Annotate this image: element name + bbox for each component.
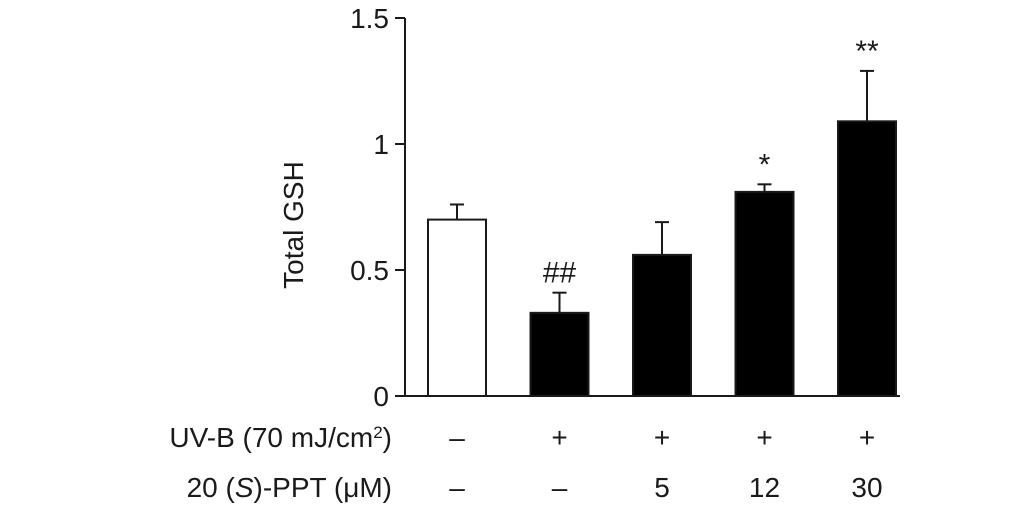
- condition-cell: +: [551, 422, 567, 453]
- label-part: S: [235, 472, 254, 503]
- condition-cell: 30: [851, 472, 882, 503]
- significance-marks: ##***: [543, 35, 879, 290]
- label-part: UV-B (70 mJ/cm: [169, 422, 373, 453]
- bar: [427, 218, 487, 397]
- bars: [427, 120, 897, 397]
- condition-cell: –: [449, 472, 465, 503]
- bar: [734, 190, 795, 397]
- bar: [837, 120, 897, 397]
- label-part: 20 (: [187, 472, 236, 503]
- significance-mark: **: [855, 35, 879, 68]
- y-tick-label: 0.5: [350, 255, 389, 286]
- condition-row-label: 20 (S)-PPT (μM): [187, 472, 392, 503]
- condition-cell: –: [552, 472, 568, 503]
- condition-cell: –: [449, 422, 465, 453]
- condition-table: UV-B (70 mJ/cm2) – + + + +20 (S)-PPT (μM) – – 5 1…: [169, 422, 882, 503]
- bar: [529, 311, 590, 397]
- y-tick-label: 1: [373, 129, 389, 160]
- error-bars: [450, 69, 874, 313]
- condition-cell: 5: [654, 472, 670, 503]
- label-part: )-PPT (μM): [254, 472, 392, 503]
- significance-mark: *: [759, 148, 771, 181]
- condition-cell: +: [756, 422, 772, 453]
- bar: [632, 253, 692, 397]
- significance-mark: ##: [543, 257, 577, 290]
- y-axis-title: Total GSH: [278, 161, 309, 289]
- axes: 0 0.5 1 1.5 Total GSH: [278, 3, 900, 412]
- label-part: 2: [373, 423, 382, 442]
- y-tick-label: 0: [373, 381, 389, 412]
- condition-cell: +: [654, 422, 670, 453]
- y-tick-label: 1.5: [350, 3, 389, 34]
- condition-cell: +: [859, 422, 875, 453]
- condition-row-label: UV-B (70 mJ/cm2): [169, 422, 392, 453]
- condition-cell: 12: [749, 472, 780, 503]
- label-part: ): [383, 422, 392, 453]
